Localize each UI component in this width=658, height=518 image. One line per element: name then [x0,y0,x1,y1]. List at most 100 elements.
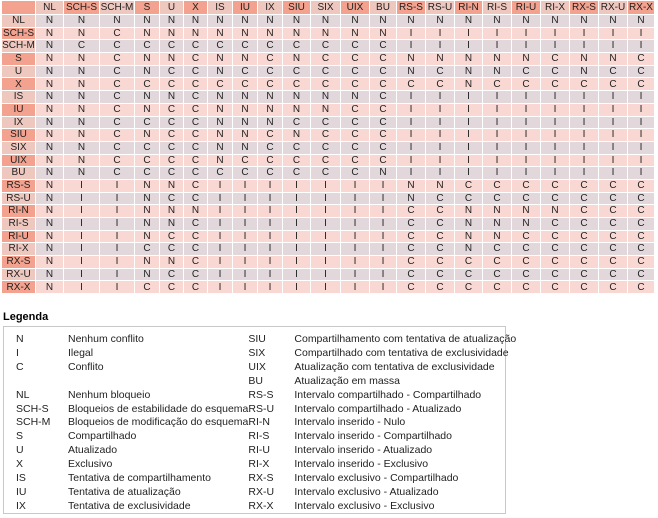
legend-entry-ix: IX Tentativa de exclusividade [16,500,248,514]
matrix-cell: C [258,78,282,91]
legend-entry-sch-s: SCH-S Bloqueios de estabilidade do esquem… [16,403,248,417]
matrix-cell: I [397,116,425,129]
matrix-cell: C [370,154,396,167]
matrix-cell: I [100,179,134,192]
matrix-cell: I [64,243,99,256]
matrix-cell: C [341,78,369,91]
matrix-cell: I [283,256,310,268]
matrix-cell: N [36,65,63,78]
legend-code: RS-S [248,388,274,401]
legend-label: Nenhum bloqueio [68,388,151,401]
legend-label: Compartilhado com tentativa de exclusivi… [294,347,509,360]
matrix-cell: I [541,40,569,53]
matrix-cell: N [135,256,159,268]
matrix-cell: C [599,230,627,243]
matrix-cell: N [233,53,257,65]
matrix-cell: N [512,15,540,27]
matrix-row-sch-s: SCH-S N N C N N N N N N N N N N I I I I I I I I I [2,27,654,40]
legend-title: Legenda [3,311,49,324]
matrix-cell: N [341,91,369,103]
matrix-cell: I [512,40,540,53]
matrix-cell: C [64,40,99,53]
matrix-cell: C [370,40,396,53]
matrix-cell: C [208,40,232,53]
legend-entry-rs-u: RS-U Intervalo compartilhado - Atualizado [248,403,516,417]
matrix-cell: I [397,167,425,179]
matrix-cell: C [100,154,134,167]
matrix-cell: I [341,281,369,294]
matrix-cell: I [541,91,569,103]
matrix-cell: I [233,268,257,281]
legend-label: Atualização em massa [294,374,401,387]
matrix-cell: I [541,154,569,167]
legend-entry-c: C Conflito [16,361,248,375]
matrix-cell: C [184,40,207,53]
matrix-cell: N [64,15,99,27]
legend-code: IU [16,485,27,498]
matrix-cell: C [426,256,454,268]
matrix-row-rx-u: RX-U N I I N C C I I I I I I I C C C C C C C C C [2,268,654,281]
row-header-ri-s: RI-S [2,218,35,230]
matrix-cell: C [160,103,183,116]
matrix-cell: N [599,15,627,27]
matrix-cell: N [233,103,257,116]
matrix-cell: N [64,154,99,167]
matrix-cell: C [233,154,257,167]
matrix-cell: I [100,256,134,268]
matrix-cell: C [311,116,340,129]
matrix-cell: C [370,78,396,91]
matrix-cell: N [36,218,63,230]
matrix-cell: C [370,53,396,65]
legend-code: RX-U [248,485,275,498]
matrix-cell: C [184,154,207,167]
matrix-cell: C [483,268,511,281]
matrix-cell: C [483,78,511,91]
matrix-cell: I [512,91,540,103]
matrix-cell: I [512,103,540,116]
matrix-cell: I [599,116,627,129]
matrix-cell: N [36,205,63,217]
matrix-cell: N [208,141,232,154]
matrix-cell: C [370,65,396,78]
matrix-cell: C [184,103,207,116]
matrix-cell: I [370,218,396,230]
matrix-cell: C [512,230,540,243]
matrix-cell: I [258,230,282,243]
matrix-cell: C [426,205,454,217]
legend-entry-iu: IU Tentativa de atualização [16,486,248,500]
matrix-cell: I [628,27,654,40]
matrix-cell: I [512,167,540,179]
matrix-cell: C [570,281,598,294]
legend-label: Bloqueios de estabilidade do esquema [68,402,249,415]
matrix-cell: C [160,129,183,141]
matrix-cell: N [233,116,257,129]
matrix-row-nl: NL N N N N N N N N N N N N N N N N N N N N N N [2,15,654,27]
matrix-cell: I [599,129,627,141]
legend-entry-i: I Ilegal [16,347,248,361]
matrix-cell: N [36,103,63,116]
matrix-cell: N [135,129,159,141]
matrix-cell: I [541,141,569,154]
matrix-cell: N [283,15,310,27]
matrix-cell: N [570,53,598,65]
matrix-cell: I [233,179,257,192]
matrix-cell: N [36,78,63,91]
matrix-cell: C [283,78,310,91]
matrix-row-six: SIX N N C C C C N N C C C C C I I I I I I I I I [2,141,654,154]
legend-code: IX [16,499,26,512]
matrix-cell: N [36,15,63,27]
matrix-cell: I [570,91,598,103]
matrix-cell: C [311,167,340,179]
matrix-cell: C [570,230,598,243]
matrix-cell: N [36,40,63,53]
matrix-cell: I [208,230,232,243]
matrix-row-rx-x: RX-X N I I C C C I I I I I I I C C C C C C C C C [2,281,654,294]
matrix-cell: C [184,230,207,243]
column-header-iu: IU [233,1,257,14]
legend-code: RX-X [248,499,274,512]
matrix-cell: C [512,179,540,192]
matrix-cell: N [258,116,282,129]
matrix-cell: N [283,129,310,141]
legend-code: RS-U [248,402,275,415]
matrix-cell: I [64,218,99,230]
